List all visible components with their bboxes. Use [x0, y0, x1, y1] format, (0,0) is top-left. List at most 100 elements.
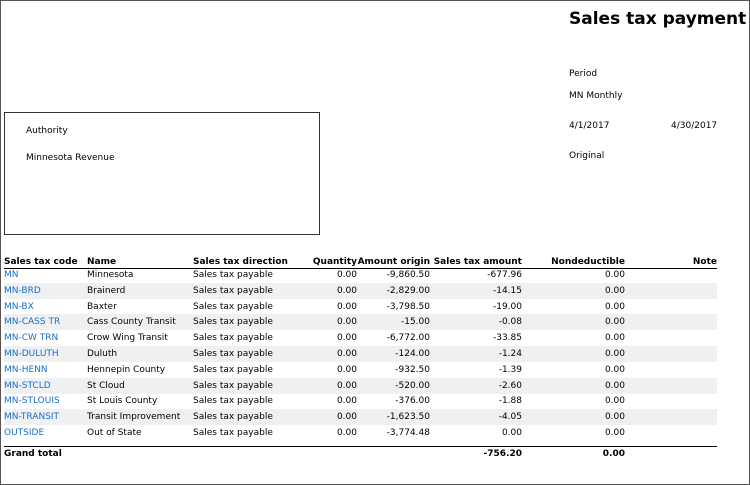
table-cell: 0.00 — [604, 364, 625, 375]
table-cell: 0.00 — [604, 349, 625, 359]
table-cell: 0.00 — [336, 349, 357, 359]
tax-code-link[interactable]: MN-CASS TR — [4, 317, 61, 328]
tax-code-link[interactable]: MN-BX — [4, 301, 34, 312]
total-sales-tax: -756.20 — [483, 449, 522, 459]
status: Original — [569, 151, 605, 161]
period-name: MN Monthly — [569, 91, 623, 101]
authority-name: Minnesota Revenue — [26, 153, 115, 163]
total-rule — [4, 446, 717, 447]
table-cell: -1.88 — [498, 396, 522, 407]
to-date: 4/30/2017 — [671, 121, 718, 131]
table-cell: Sales tax payable — [193, 364, 273, 375]
authority-label: Authority — [26, 126, 68, 136]
table-cell: 0.00 — [336, 380, 357, 391]
table-cell: -520.00 — [395, 380, 430, 391]
table-cell: 0.00 — [336, 270, 357, 280]
table-cell: -3,774.48 — [386, 428, 430, 438]
table-cell: -33.85 — [492, 333, 522, 344]
table-cell: -1.39 — [498, 364, 522, 375]
row-shade — [4, 377, 717, 394]
table-cell: 0.00 — [604, 301, 625, 312]
tax-code-link[interactable]: MN-STCLD — [4, 380, 51, 391]
table-cell: -3,798.50 — [386, 301, 430, 312]
table-cell: 0.00 — [336, 428, 357, 438]
period-label: Period — [569, 69, 598, 79]
tax-code-link[interactable]: MN-CW TRN — [4, 333, 59, 344]
table-cell: -4.05 — [498, 412, 522, 423]
table-cell: Minnesota — [87, 270, 134, 280]
table-cell: 0.00 — [336, 396, 357, 407]
table-cell: 0.00 — [604, 396, 625, 407]
table-cell: 0.00 — [604, 270, 625, 280]
table-cell: -9,860.50 — [386, 270, 430, 280]
tax-code-link[interactable]: MN — [4, 270, 19, 280]
table-cell: Brainerd — [87, 285, 126, 296]
table-cell: -6,772.00 — [386, 333, 430, 344]
header-rule — [4, 268, 717, 269]
table-cell: -1.24 — [498, 349, 522, 359]
table-cell: 0.00 — [336, 285, 357, 296]
table-cell: Sales tax payable — [193, 301, 273, 312]
table-cell: Hennepin County — [87, 364, 166, 375]
table-cell: 0.00 — [604, 333, 625, 344]
table-cell: -677.96 — [487, 270, 522, 280]
column-header: Name — [87, 257, 117, 267]
table-cell: 0.00 — [501, 428, 522, 438]
table-cell: -14.15 — [492, 285, 522, 296]
row-shade — [4, 282, 717, 299]
from-date: 4/1/2017 — [569, 121, 610, 131]
column-header: Sales tax code — [4, 257, 78, 267]
column-header: Note — [692, 257, 717, 267]
tax-code-link[interactable]: MN-TRANSIT — [4, 412, 60, 423]
table-cell: Sales tax payable — [193, 333, 273, 344]
table-cell: Crow Wing Transit — [87, 333, 168, 344]
table-cell: Sales tax payable — [193, 428, 273, 438]
table-cell: -19.00 — [492, 301, 522, 312]
column-header: Amount origin — [357, 257, 430, 267]
table-cell: St Cloud — [87, 380, 125, 391]
table-cell: Transit Improvement — [87, 412, 181, 423]
table-cell: Sales tax payable — [193, 380, 273, 391]
column-header: Nondeductible — [551, 257, 625, 267]
column-header: Quantity — [312, 257, 357, 267]
table-cell: -15.00 — [400, 317, 430, 328]
table-cell: Cass County Transit — [87, 317, 176, 328]
column-header: Sales tax direction — [193, 257, 288, 267]
tax-code-link[interactable]: MN-BRD — [4, 285, 41, 296]
table-cell: Sales tax payable — [193, 412, 273, 423]
table-cell: 0.00 — [604, 428, 625, 438]
total-label: Grand total — [4, 449, 62, 459]
table-cell: -1,623.50 — [386, 412, 430, 423]
table-cell: -2.60 — [498, 380, 522, 391]
table-cell: -932.50 — [395, 364, 430, 375]
table-cell: Sales tax payable — [193, 270, 273, 280]
table-cell: Sales tax payable — [193, 285, 273, 296]
authority-box — [4, 112, 320, 235]
tax-code-link[interactable]: MN-STLOUIS — [4, 396, 60, 407]
table-cell: 0.00 — [336, 317, 357, 328]
table-cell: 0.00 — [336, 333, 357, 344]
table-cell: Out of State — [87, 428, 142, 438]
tax-code-link[interactable]: MN-HENN — [4, 364, 48, 375]
table-cell: Duluth — [87, 349, 118, 359]
table-cell: 0.00 — [336, 412, 357, 423]
row-shade — [4, 314, 717, 331]
report-title: Sales tax payment — [569, 9, 747, 29]
tax-code-link[interactable]: OUTSIDE — [4, 428, 45, 438]
row-shade — [4, 346, 717, 362]
row-shade — [4, 409, 717, 426]
table-cell: 0.00 — [604, 380, 625, 391]
table-cell: Baxter — [87, 301, 117, 312]
tax-code-link[interactable]: MN-DULUTH — [4, 349, 59, 359]
table-cell: 0.00 — [336, 301, 357, 312]
table-cell: 0.00 — [604, 285, 625, 296]
total-nondeductible: 0.00 — [602, 449, 625, 459]
column-header: Sales tax amount — [433, 257, 522, 267]
table-cell: Sales tax payable — [193, 396, 273, 407]
table-cell: -2,829.00 — [386, 285, 430, 296]
table-cell: 0.00 — [336, 364, 357, 375]
table-cell: -376.00 — [395, 396, 430, 407]
table-cell: 0.00 — [604, 412, 625, 423]
table-cell: -0.08 — [498, 317, 522, 328]
